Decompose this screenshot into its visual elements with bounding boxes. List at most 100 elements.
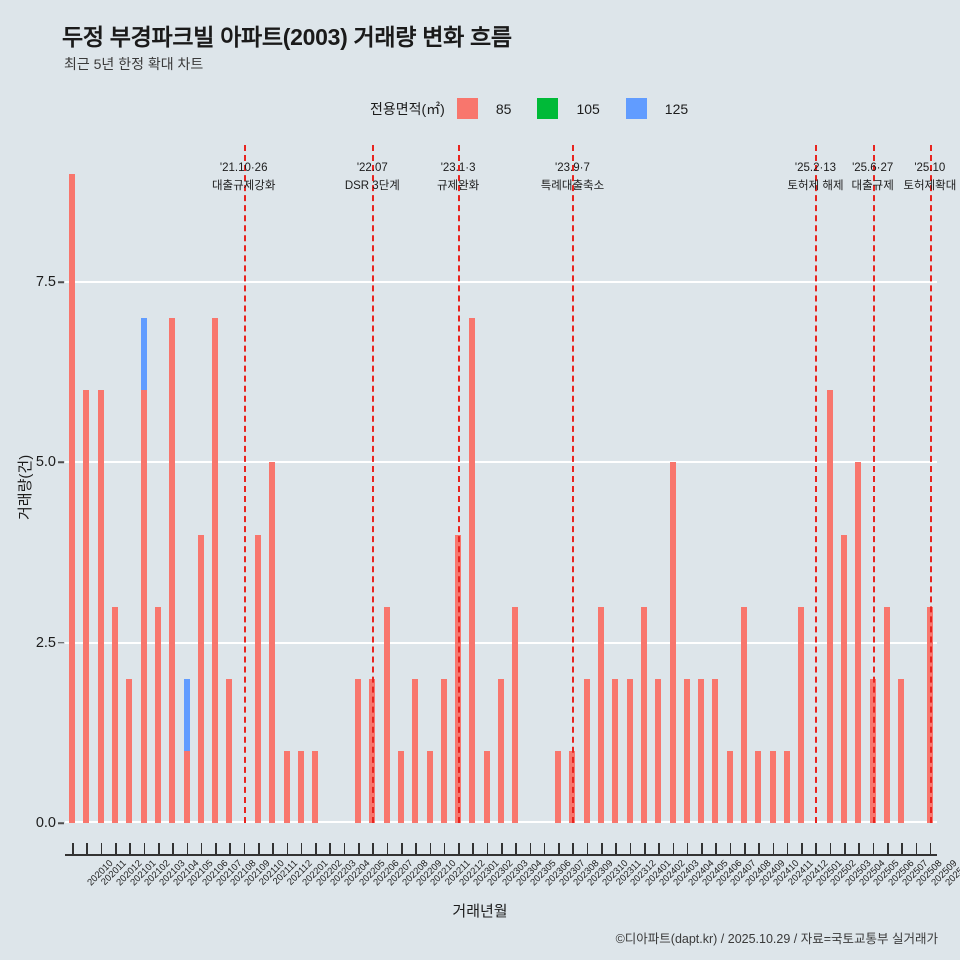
legend-item-85[interactable]: 85	[456, 98, 538, 119]
bar[interactable]	[112, 606, 119, 823]
event-description: DSR 3단계	[344, 179, 400, 192]
bar[interactable]	[226, 678, 233, 823]
x-axis-tick	[458, 843, 460, 854]
y-axis-tick-mark	[58, 281, 64, 283]
x-axis-tick	[86, 843, 89, 854]
x-axis-tick	[486, 843, 489, 854]
bar[interactable]	[883, 606, 890, 823]
y-axis-tick-label: 7.5	[35, 274, 56, 291]
x-axis-tick	[686, 843, 689, 854]
bar[interactable]	[197, 534, 204, 823]
y-axis-tick-label: 0.0	[35, 815, 56, 831]
event-date: '25.2·13	[794, 162, 837, 174]
bar[interactable]	[169, 318, 176, 823]
bar[interactable]	[397, 750, 404, 823]
bar[interactable]	[612, 678, 619, 823]
x-axis-tick	[829, 843, 832, 854]
bar[interactable]	[512, 606, 519, 823]
bar[interactable]	[626, 678, 633, 823]
bar[interactable]	[798, 606, 805, 823]
bar[interactable]	[640, 606, 647, 823]
event-description: 대출규제	[851, 179, 894, 192]
bar[interactable]	[83, 390, 90, 823]
bar[interactable]	[726, 750, 733, 823]
bar[interactable]	[783, 750, 790, 823]
x-axis-tick	[558, 843, 560, 854]
bar[interactable]	[212, 318, 219, 823]
gridline	[65, 281, 937, 284]
x-axis-tick	[886, 843, 889, 854]
bar[interactable]	[426, 750, 433, 823]
legend-item-125[interactable]: 125	[625, 98, 688, 119]
event-vline	[572, 145, 575, 823]
bar[interactable]	[126, 678, 133, 823]
bar[interactable]	[269, 462, 276, 823]
y-axis-tick-mark	[58, 822, 64, 824]
bar[interactable]	[440, 678, 447, 823]
x-axis-tick	[272, 843, 274, 854]
x-axis-tick	[300, 843, 303, 854]
page-title: 두정 부경파크빌 아파트(2003) 거래량 변화 흐름	[62, 24, 512, 50]
legend-title: 전용면적(㎡)	[370, 100, 445, 117]
bar[interactable]	[312, 750, 319, 823]
bar[interactable]	[855, 462, 862, 823]
bar[interactable]	[412, 678, 419, 823]
event-vline	[458, 145, 461, 823]
x-axis-tick	[100, 843, 103, 854]
event-date: '23.9·7	[555, 162, 590, 174]
bar[interactable]	[755, 750, 762, 823]
x-axis-tick	[872, 843, 875, 854]
bar[interactable]	[469, 318, 476, 823]
bar[interactable]	[498, 678, 504, 823]
x-axis-tick	[315, 843, 317, 854]
bar[interactable]	[683, 678, 690, 823]
bar[interactable]	[69, 173, 76, 823]
bar[interactable]	[826, 390, 833, 823]
bar[interactable]	[655, 678, 662, 823]
bar[interactable]	[669, 462, 676, 823]
bar[interactable]	[598, 606, 605, 823]
bar[interactable]	[297, 750, 304, 823]
bar[interactable]	[383, 606, 390, 823]
bar[interactable]	[183, 678, 190, 751]
y-axis-title: 거래량(건)	[17, 454, 34, 520]
event-annotation: '25.2·13 토허제 해제	[787, 160, 843, 196]
y-axis-tick-mark	[58, 461, 64, 464]
bar[interactable]	[355, 678, 362, 823]
bar[interactable]	[97, 390, 104, 823]
bar[interactable]	[769, 750, 776, 823]
x-axis-tick	[472, 843, 474, 854]
bar[interactable]	[254, 534, 261, 823]
event-vline	[372, 145, 375, 823]
bar[interactable]	[583, 678, 590, 823]
legend-item-105[interactable]: 105	[537, 98, 625, 119]
x-axis-tick	[772, 843, 775, 854]
bar[interactable]	[555, 750, 562, 823]
x-axis-tick	[929, 843, 932, 854]
bar[interactable]	[140, 390, 147, 823]
event-description: 대출규제강화	[211, 179, 276, 192]
bar[interactable]	[183, 750, 190, 823]
bar[interactable]	[698, 678, 705, 823]
bar[interactable]	[898, 678, 905, 823]
x-axis-tick	[429, 843, 432, 854]
x-axis-tick	[815, 843, 818, 854]
x-axis-tick	[200, 843, 203, 854]
x-axis-tick	[543, 843, 546, 854]
bar[interactable]	[741, 606, 748, 823]
event-date: '21.10·26	[219, 162, 268, 174]
bar[interactable]	[154, 606, 161, 823]
bar[interactable]	[712, 678, 719, 823]
x-axis-tick	[615, 843, 617, 854]
bar[interactable]	[283, 750, 290, 823]
event-annotation: '21.10·26 대출규제강화	[212, 160, 275, 196]
bar[interactable]	[841, 534, 848, 823]
event-date: '25.10	[914, 162, 946, 174]
x-axis-tick	[358, 843, 360, 854]
footer-credit: ©디아파트(dapt.kr) / 2025.10.29 / 자료=국토교통부 실…	[615, 932, 938, 946]
x-axis-tick	[629, 843, 632, 854]
bar[interactable]	[483, 750, 490, 823]
x-axis-tick	[229, 843, 231, 854]
bar[interactable]	[140, 318, 147, 391]
x-axis-tick	[115, 843, 117, 854]
